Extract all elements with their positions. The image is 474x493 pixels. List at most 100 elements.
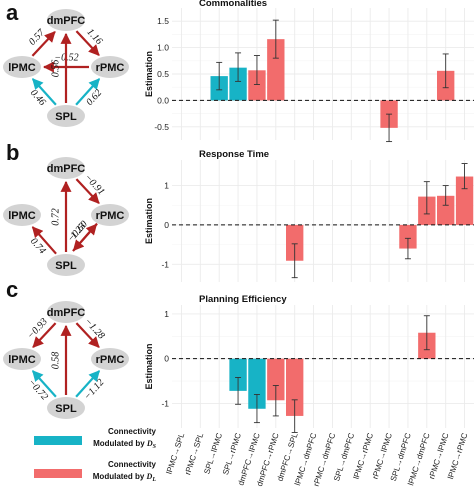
edge-value: 0.74 (28, 236, 48, 256)
y-axis-label: Estimation (144, 343, 154, 389)
edge-bottom-left (31, 226, 57, 255)
node-dmPFC (47, 301, 85, 323)
edge-value: −0.91 (82, 172, 107, 197)
bar (455, 176, 474, 225)
node-label: dmPFC (47, 307, 86, 319)
node-label: rPMC (96, 210, 125, 222)
panel-letter: c (6, 277, 18, 302)
edge-right-bottom (72, 222, 98, 252)
bar (437, 195, 455, 225)
bar (267, 39, 285, 101)
edge-value: 0.72 (50, 208, 61, 226)
y-tick-label: 1 (164, 181, 169, 191)
y-tick-label: 0 (164, 220, 169, 230)
panel-letter: a (6, 0, 19, 25)
bar (229, 358, 247, 391)
legend-line2: Modulated by DL (93, 472, 157, 483)
edge-value: 0.57 (27, 27, 48, 48)
legend-line1: Connectivity (108, 460, 157, 469)
node-label: dmPFC (47, 163, 86, 175)
edge-bottom-right (75, 370, 101, 398)
edge-value: −0.93 (25, 316, 50, 341)
node-SPL (47, 254, 85, 276)
legend-line1: Connectivity (108, 427, 157, 436)
bar (267, 358, 285, 401)
bar (248, 70, 266, 101)
node-lPMC (3, 204, 41, 226)
bar (248, 358, 266, 409)
edge-value: −1.12 (82, 377, 106, 402)
x-tick-label: lPMC→SPL (165, 431, 187, 475)
y-tick-label: 1.0 (157, 43, 169, 53)
chart-title: Commonalities (199, 0, 267, 9)
edge-value: 0.46 (28, 88, 48, 108)
edge-value: 0.58 (50, 352, 61, 370)
bar-charts: Commonalities Estimation -0.5 0.0 0.5 1.0 1.5 R… (144, 0, 474, 433)
y-tick-label: 0.5 (157, 69, 169, 79)
node-label: dmPFC (47, 15, 86, 27)
y-tick-label: 0 (164, 354, 169, 364)
edge-value: 0.62 (84, 88, 104, 108)
node-label: SPL (55, 111, 77, 123)
node-dmPFC (47, 9, 85, 31)
x-tick-label: SPL→lPMC (202, 432, 224, 476)
node-label: lPMC (8, 210, 36, 222)
legend-swatch (34, 436, 82, 445)
panel-letter: b (6, 140, 19, 165)
y-axis-label: Estimation (144, 198, 154, 244)
legend: Connectivity Modulated by DS Connectivity M… (34, 427, 157, 483)
edge-top-left (32, 322, 57, 348)
x-axis: lPMC→SPLrPMC→SPLSPL→lPMCSPL→rPMCdmPFC→lP… (165, 431, 470, 487)
node-label: rPMC (96, 354, 125, 366)
y-tick-label: 1.5 (157, 16, 169, 26)
edge-top-right (75, 322, 100, 348)
node-dmPFC (47, 157, 85, 179)
y-tick-label: 0.0 (157, 95, 169, 105)
y-tick-label: -1 (161, 398, 169, 408)
edge-value: −1.28 (82, 316, 107, 341)
legend-swatch (34, 469, 82, 478)
node-label: SPL (55, 260, 77, 272)
bar (286, 358, 304, 416)
bar (229, 67, 247, 101)
edge-top-right (75, 30, 100, 56)
node-label: lPMC (8, 62, 36, 74)
node-SPL (47, 105, 85, 127)
edge-value: 0.56 (50, 60, 61, 78)
legend-line2: Modulated by DS (93, 439, 157, 450)
legend-item: Connectivity Modulated by DS (34, 427, 157, 450)
network-diagrams: a0.571.16−0.520.560.460.62dmPFClPMCrPMCS… (3, 0, 129, 419)
node-rPMC (91, 56, 129, 78)
node-label: lPMC (8, 354, 36, 366)
bar (399, 224, 417, 249)
edge-bottom-left (31, 78, 57, 106)
edge-bottom-right (75, 78, 101, 106)
edge-value: −0.72 (26, 377, 50, 402)
y-tick-label: -0.5 (154, 122, 169, 132)
edge-top-right (75, 178, 100, 204)
chart-title: Response Time (199, 149, 269, 160)
chart-panel: Response Time Estimation -1 0 1 (144, 149, 474, 282)
x-tick-label: SPL→rPMC (221, 432, 243, 476)
edge-left-top (31, 31, 56, 57)
chart-panel: Planning Efficiency Estimation -1 0 1 (144, 294, 474, 433)
network-c: c −0.93 −1.28 0.58−0.72 −1.12 dmPFC lPMC rPMC SP… (3, 277, 129, 419)
chart-title: Planning Efficiency (199, 294, 287, 305)
chart-panel: Commonalities Estimation -0.5 0.0 0.5 1.0 1.5 (144, 0, 474, 143)
bar (286, 224, 304, 261)
node-lPMC (3, 348, 41, 370)
node-label: rPMC (96, 62, 125, 74)
node-rPMC (91, 348, 129, 370)
legend-item: Connectivity Modulated by DL (34, 460, 157, 483)
edge-bottom-left (31, 370, 57, 398)
node-lPMC (3, 56, 41, 78)
y-tick-label: 1 (164, 309, 169, 319)
node-SPL (47, 397, 85, 419)
y-tick-label: -1 (161, 259, 169, 269)
y-axis-label: Estimation (144, 51, 154, 97)
node-rPMC (91, 204, 129, 226)
x-tick-label: lPMC→rPMC (446, 432, 469, 481)
x-tick-label: rPMC→SPL (183, 431, 205, 476)
